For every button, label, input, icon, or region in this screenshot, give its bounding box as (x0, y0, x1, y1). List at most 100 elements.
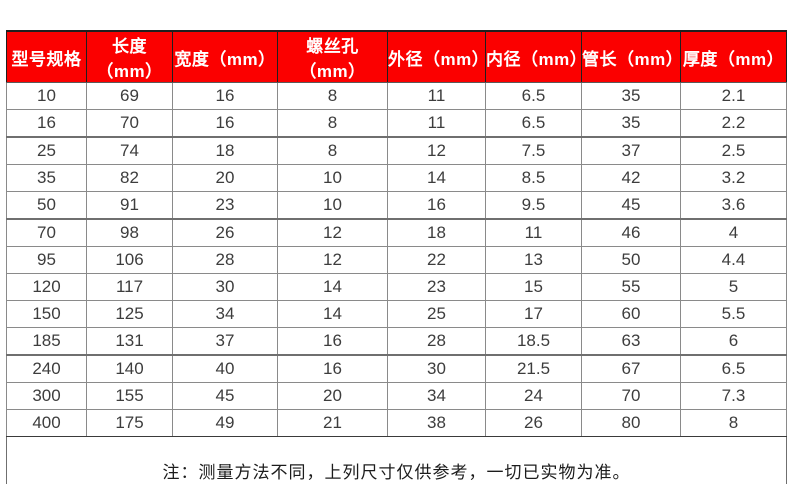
table-cell: 5 (680, 273, 787, 301)
table-cell: 125 (86, 300, 173, 328)
table-cell: 2.2 (680, 109, 787, 138)
column-header: 螺丝孔（mm） (277, 30, 388, 83)
table-cell: 40 (172, 354, 278, 383)
table-cell: 34 (172, 300, 278, 328)
table-cell: 30 (387, 354, 486, 383)
table-cell: 131 (86, 327, 173, 356)
table-cell: 10 (277, 164, 388, 192)
table-cell: 37 (172, 327, 278, 356)
table-cell: 23 (172, 191, 278, 220)
table-cell: 69 (86, 82, 173, 110)
table-cell: 16 (277, 327, 388, 356)
table-cell: 400 (6, 409, 87, 437)
table-cell: 175 (86, 409, 173, 437)
table-cell: 16 (172, 109, 278, 138)
table-cell: 3.6 (680, 191, 787, 220)
table-cell: 80 (581, 409, 681, 437)
table-cell: 8 (277, 136, 388, 165)
table-cell: 10 (6, 82, 87, 110)
table-body: 10 69 16 8 11 6.5 35 2.1 16 70 16 8 11 6.5 35 2.2 25 74 18… (6, 82, 787, 437)
table-cell: 14 (277, 300, 388, 328)
table-cell: 17 (485, 300, 582, 328)
table-cell: 35 (581, 82, 681, 110)
table-cell: 14 (387, 164, 486, 192)
table-cell: 7.3 (680, 382, 787, 410)
table-row: 95 106 28 12 22 13 50 4.4 (6, 246, 787, 274)
table-cell: 60 (581, 300, 681, 328)
column-header: 型号规格 (6, 30, 87, 83)
table-cell: 8 (277, 109, 388, 138)
table-row: 120 117 30 14 23 15 55 5 (6, 273, 787, 301)
table-row: 240 140 40 16 30 21.5 67 6.5 (6, 354, 787, 383)
table-cell: 2.1 (680, 82, 787, 110)
table-cell: 25 (387, 300, 486, 328)
table-row: 50 91 23 10 16 9.5 45 3.6 (6, 191, 787, 220)
table-cell: 91 (86, 191, 173, 220)
table-cell: 26 (485, 409, 582, 437)
table-cell: 6.5 (485, 109, 582, 138)
table-cell: 16 (277, 354, 388, 383)
spec-table: 型号规格 长度（mm） 宽度（mm） 螺丝孔（mm） 外径（mm） 内径（mm） 管长（mm… (6, 30, 787, 484)
table-cell: 22 (387, 246, 486, 274)
table-cell: 15 (485, 273, 582, 301)
table-cell: 18.5 (485, 327, 582, 356)
table-row: 400 175 49 21 38 26 80 8 (6, 409, 787, 437)
table-cell: 37 (581, 136, 681, 165)
spec-table-container: 型号规格 长度（mm） 宽度（mm） 螺丝孔（mm） 外径（mm） 内径（mm） 管长（mm… (6, 30, 787, 484)
note-text: 注：测量方法不同，上列尺寸仅供参考，一切已实物为准。 (6, 436, 787, 484)
table-cell: 70 (581, 382, 681, 410)
table-cell: 185 (6, 327, 87, 356)
table-cell: 25 (6, 136, 87, 165)
table-cell: 117 (86, 273, 173, 301)
table-cell: 20 (277, 382, 388, 410)
table-cell: 8 (680, 409, 787, 437)
table-cell: 35 (581, 109, 681, 138)
table-cell: 63 (581, 327, 681, 356)
table-cell: 21 (277, 409, 388, 437)
column-header: 宽度（mm） (172, 30, 278, 83)
table-cell: 6.5 (485, 82, 582, 110)
table-cell: 21.5 (485, 354, 582, 383)
column-header: 内径（mm） (485, 30, 587, 83)
table-cell: 8.5 (485, 164, 582, 192)
table-cell: 12 (277, 246, 388, 274)
table-cell: 30 (172, 273, 278, 301)
table-cell: 50 (6, 191, 87, 220)
table-cell: 55 (581, 273, 681, 301)
table-cell: 8 (277, 82, 388, 110)
table-cell: 120 (6, 273, 87, 301)
table-cell: 12 (277, 218, 388, 247)
table-cell: 6.5 (680, 354, 787, 383)
table-cell: 2.5 (680, 136, 787, 165)
table-cell: 5.5 (680, 300, 787, 328)
table-row: 300 155 45 20 34 24 70 7.3 (6, 382, 787, 410)
table-cell: 74 (86, 136, 173, 165)
table-cell: 10 (277, 191, 388, 220)
table-cell: 4 (680, 218, 787, 247)
table-cell: 106 (86, 246, 173, 274)
table-cell: 49 (172, 409, 278, 437)
table-cell: 26 (172, 218, 278, 247)
table-row: 16 70 16 8 11 6.5 35 2.2 (6, 109, 787, 138)
table-row: 10 69 16 8 11 6.5 35 2.1 (6, 82, 787, 110)
table-cell: 18 (387, 218, 486, 247)
table-cell: 3.2 (680, 164, 787, 192)
table-cell: 7.5 (485, 136, 582, 165)
table-cell: 67 (581, 354, 681, 383)
table-cell: 20 (172, 164, 278, 192)
table-cell: 38 (387, 409, 486, 437)
table-cell: 16 (172, 82, 278, 110)
table-cell: 28 (172, 246, 278, 274)
table-cell: 98 (86, 218, 173, 247)
table-cell: 12 (387, 136, 486, 165)
table-cell: 35 (6, 164, 87, 192)
table-cell: 24 (485, 382, 582, 410)
table-cell: 18 (172, 136, 278, 165)
table-cell: 155 (86, 382, 173, 410)
table-cell: 70 (86, 109, 173, 138)
table-cell: 6 (680, 327, 787, 356)
table-cell: 13 (485, 246, 582, 274)
table-cell: 23 (387, 273, 486, 301)
table-row: 185 131 37 16 28 18.5 63 6 (6, 327, 787, 356)
